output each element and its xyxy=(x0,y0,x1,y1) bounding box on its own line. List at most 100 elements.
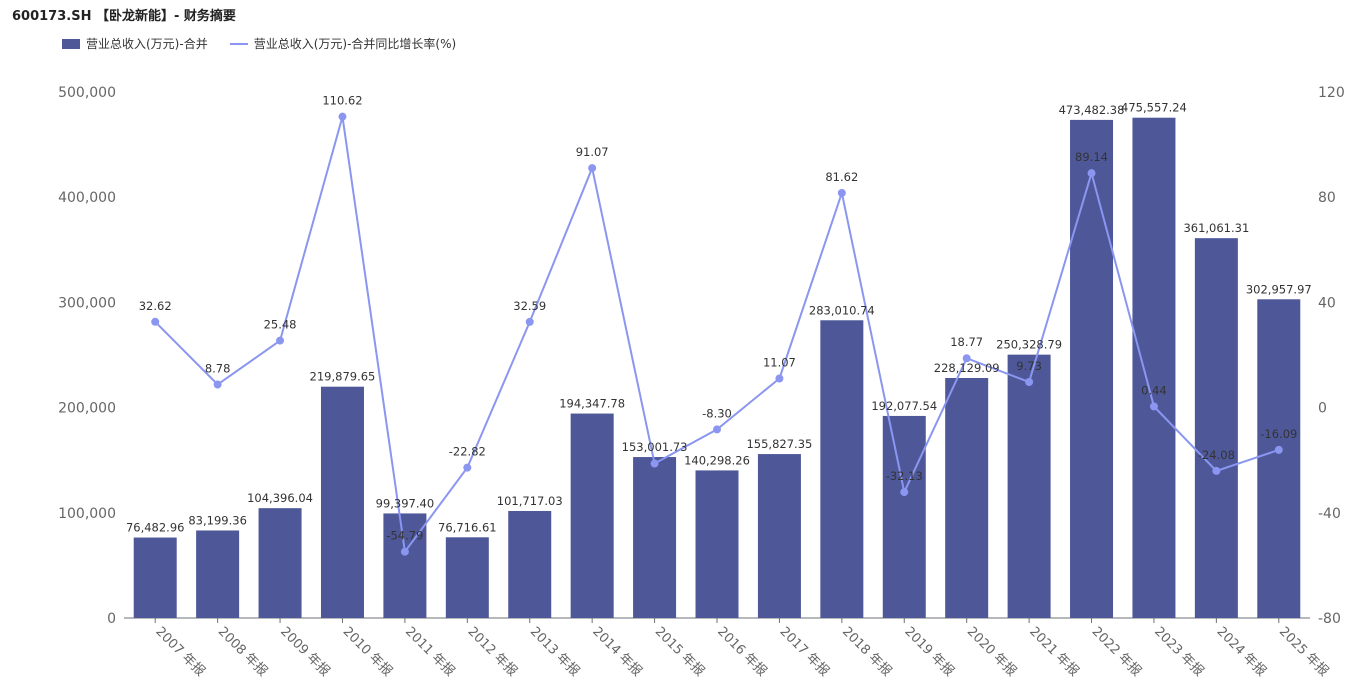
y-right-tick-label: -80 xyxy=(1318,611,1341,627)
line-value-label: 18.77 xyxy=(950,335,983,349)
x-tick-label: 2018 年报 xyxy=(839,624,894,679)
y-right-tick-label: -40 xyxy=(1318,506,1341,522)
line-value-label: 110.62 xyxy=(322,94,362,108)
x-tick-label: 2024 年报 xyxy=(1214,624,1269,679)
bar xyxy=(882,415,926,618)
line-point xyxy=(1087,169,1096,178)
bar xyxy=(1194,238,1238,618)
bar-value-label: 194,347.78 xyxy=(559,397,625,411)
bar-value-label: 228,129.09 xyxy=(934,361,1000,375)
bar-value-label: 283,010.74 xyxy=(809,303,875,317)
x-tick-label: 2021 年报 xyxy=(1026,624,1081,679)
bar xyxy=(633,457,677,618)
bar xyxy=(695,470,739,618)
line-point xyxy=(900,488,909,497)
line-point xyxy=(588,164,597,173)
bar-value-label: 475,557.24 xyxy=(1121,101,1187,115)
bar xyxy=(820,320,864,618)
x-tick-label: 2015 年报 xyxy=(652,624,707,679)
line-point xyxy=(962,354,971,363)
line-point xyxy=(1025,378,1034,387)
legend-line-label: 营业总收入(万元)-合并同比增长率(%) xyxy=(253,37,457,51)
line-point xyxy=(650,459,659,468)
bar-value-label: 473,482.38 xyxy=(1059,103,1125,117)
x-tick-label: 2019 年报 xyxy=(901,624,956,679)
bar-value-label: 76,482.96 xyxy=(126,521,185,535)
x-tick-label: 2014 年报 xyxy=(589,624,644,679)
bar-value-label: 155,827.35 xyxy=(746,437,812,451)
y-left-tick-label: 100,000 xyxy=(58,506,116,522)
bar xyxy=(133,537,177,618)
bar-value-label: 83,199.36 xyxy=(188,513,247,527)
x-tick-label: 2009 年报 xyxy=(277,624,332,679)
bar-value-label: 250,328.79 xyxy=(996,338,1062,352)
line-point xyxy=(400,547,409,556)
line-value-label: 11.07 xyxy=(763,355,796,369)
bar-value-label: 219,879.65 xyxy=(310,370,376,384)
y-right-tick-label: 80 xyxy=(1318,190,1336,206)
y-left-tick-label: 0 xyxy=(107,611,116,627)
y-right-tick-label: 120 xyxy=(1318,85,1345,101)
x-tick-label: 2020 年报 xyxy=(964,624,1019,679)
x-tick-label: 2017 年报 xyxy=(777,624,832,679)
x-tick-label: 2007 年报 xyxy=(152,624,207,679)
line-point xyxy=(338,112,347,121)
line-point xyxy=(1274,445,1283,454)
bar-value-label: 76,716.61 xyxy=(438,520,497,534)
line-value-label: -22.82 xyxy=(449,445,486,459)
bar-value-label: 302,957.97 xyxy=(1246,282,1312,296)
x-tick-label: 2010 年报 xyxy=(340,624,395,679)
line-point xyxy=(213,380,222,389)
x-tick-label: 2025 年报 xyxy=(1276,624,1331,679)
y-left-tick-label: 300,000 xyxy=(58,295,116,311)
line-value-label: -8.30 xyxy=(702,406,732,420)
legend-item-bar[interactable]: 营业总收入(万元)-合并 xyxy=(62,35,208,52)
line-value-label: -32.13 xyxy=(886,469,923,483)
x-tick-label: 2016 年报 xyxy=(714,624,769,679)
line-value-label: 32.62 xyxy=(139,299,172,313)
line-value-label: 8.78 xyxy=(205,362,231,376)
line-value-label: 89.14 xyxy=(1075,150,1108,164)
bar xyxy=(1070,119,1114,618)
x-tick-label: 2011 年报 xyxy=(402,624,457,679)
x-tick-label: 2013 年报 xyxy=(527,624,582,679)
y-left-tick-label: 200,000 xyxy=(58,401,116,417)
bar xyxy=(508,510,552,618)
legend-line-swatch xyxy=(229,42,248,45)
bar xyxy=(757,454,801,618)
bar xyxy=(1132,117,1176,619)
bar xyxy=(445,537,489,618)
x-tick-label: 2022 年报 xyxy=(1089,624,1144,679)
bar xyxy=(945,378,989,618)
line-point xyxy=(276,336,285,345)
bar xyxy=(320,386,364,618)
bar xyxy=(1007,354,1051,618)
legend-bar-swatch xyxy=(62,38,80,49)
line-value-label: 32.59 xyxy=(513,299,546,313)
legend-item-line[interactable]: 营业总收入(万元)-合并同比增长率(%) xyxy=(229,35,457,52)
y-right-tick-label: 40 xyxy=(1318,295,1336,311)
y-right-tick-label: 0 xyxy=(1318,401,1327,417)
bar xyxy=(570,413,614,618)
bar-value-label: 153,001.73 xyxy=(622,440,688,454)
line-value-label: 81.62 xyxy=(825,170,858,184)
line-value-label: 91.07 xyxy=(576,145,609,159)
bar-value-label: 140,298.26 xyxy=(684,453,750,467)
legend: 营业总收入(万元)-合并 营业总收入(万元)-合并同比增长率(%) xyxy=(62,35,478,52)
bar-value-label: 192,077.54 xyxy=(871,399,937,413)
line-value-label: -16.09 xyxy=(1260,427,1297,441)
y-left-tick-label: 400,000 xyxy=(58,190,116,206)
x-tick-label: 2008 年报 xyxy=(215,624,270,679)
line-point xyxy=(151,317,160,326)
line-point xyxy=(775,374,784,383)
chart-title: 600173.SH 【卧龙新能】- 财务摘要 xyxy=(12,9,236,24)
x-tick-label: 2012 年报 xyxy=(464,624,519,679)
bar xyxy=(1257,299,1301,618)
line-point xyxy=(463,463,472,472)
bar-value-label: 104,396.04 xyxy=(247,491,313,505)
line-point xyxy=(837,188,846,197)
y-left-tick-label: 500,000 xyxy=(58,85,116,101)
line-value-label: 0.44 xyxy=(1141,383,1167,397)
line-point xyxy=(1212,466,1221,475)
